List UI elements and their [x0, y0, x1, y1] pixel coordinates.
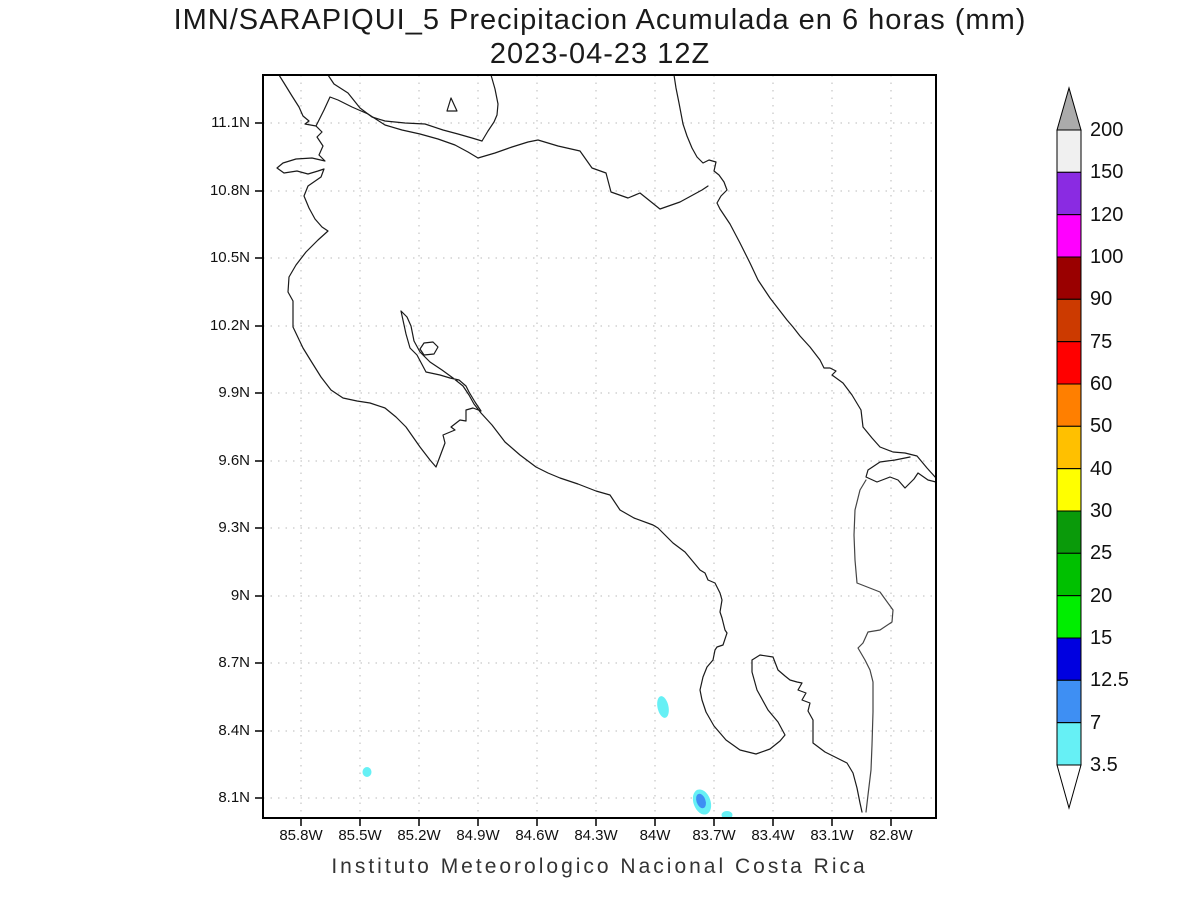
lon-tick-label: 82.8W	[869, 827, 913, 844]
graticule-grid	[263, 75, 936, 818]
isla-chira-outline	[419, 341, 439, 356]
colorbar-level-label: 100	[1090, 246, 1124, 268]
lon-tick-label: 84W	[639, 827, 671, 844]
lat-tick-label: 8.4N	[218, 722, 250, 739]
lat-tick-label: 10.2N	[209, 317, 250, 334]
lat-tick-label: 8.1N	[218, 789, 250, 806]
plot-title-line2: 2023-04-23 12Z	[489, 38, 711, 70]
colorbar-level-label: 3.5	[1090, 754, 1118, 776]
lat-tick-label: 9N	[230, 587, 250, 604]
colorbar-above-max-arrow	[1056, 86, 1082, 131]
lake-island-outline	[446, 97, 458, 112]
lon-tick-label: 83.4W	[751, 827, 795, 844]
plot-frame	[262, 74, 937, 819]
lat-tick-label: 8.7N	[218, 654, 250, 671]
lon-tick-label: 85.2W	[397, 827, 441, 844]
axis-tick-marks	[255, 122, 892, 826]
lon-tick-label: 83.1W	[810, 827, 854, 844]
plot-title-line1: IMN/SARAPIQUI_5 Precipitacion Acumulada …	[173, 4, 1027, 36]
panama-border-path	[853, 479, 894, 813]
colorbar-level-label: 7	[1090, 712, 1102, 734]
sanjuan-border-river-path	[315, 96, 709, 210]
lat-tick-label: 9.3N	[218, 519, 250, 536]
lon-tick-label: 85.8W	[279, 827, 323, 844]
precip-cell-855w	[362, 767, 372, 777]
colorbar-below-min-arrow	[1056, 764, 1082, 810]
lat-tick-label: 11.1N	[211, 114, 250, 131]
colorbar-level-label: 200	[1090, 119, 1124, 141]
lon-tick-label: 83.7W	[692, 827, 736, 844]
lat-tick-label: 10.8N	[209, 182, 250, 199]
colorbar-level-label: 50	[1090, 415, 1113, 437]
plot-title: IMN/SARAPIQUI_5 Precipitacion Acumulada …	[0, 4, 1200, 71]
lake-nicaragua-southwest-shore-path	[327, 75, 483, 142]
colorbar-level-label: 12.5	[1090, 669, 1129, 691]
lat-tick-label: 9.9N	[218, 384, 250, 401]
precip-cell-837w	[692, 789, 712, 815]
lon-tick-label: 84.3W	[574, 827, 618, 844]
colorbar-level-label: 60	[1090, 373, 1113, 395]
institution-footer: Instituto Meteorologico Nacional Costa R…	[331, 855, 868, 878]
colorbar-level-label: 20	[1090, 585, 1113, 607]
colorbar-level-label: 30	[1090, 500, 1113, 522]
lat-tick-label: 9.6N	[218, 452, 250, 469]
colorbar-level-label: 75	[1090, 331, 1113, 353]
precip-cell-836w	[721, 811, 733, 818]
colorbar-level-label: 90	[1090, 288, 1113, 310]
lon-tick-label: 84.6W	[515, 827, 559, 844]
precip-cell-offshore-84w	[657, 696, 669, 718]
pacific-coastline-path	[276, 75, 863, 813]
caribbean-coastline-path	[673, 75, 936, 479]
lon-tick-label: 84.9W	[456, 827, 500, 844]
lake-nicaragua-east-shore-path	[481, 75, 499, 142]
colorbar-level-label: 25	[1090, 542, 1113, 564]
colorbar-level-label: 15	[1090, 627, 1113, 649]
colorbar	[1056, 86, 1082, 810]
sixaola-lagoon-path	[865, 456, 936, 489]
colorbar-level-label: 40	[1090, 458, 1113, 480]
lon-tick-label: 85.5W	[338, 827, 382, 844]
colorbar-level-label: 150	[1090, 161, 1124, 183]
colorbar-level-label: 120	[1090, 204, 1124, 226]
lat-tick-label: 10.5N	[209, 249, 250, 266]
